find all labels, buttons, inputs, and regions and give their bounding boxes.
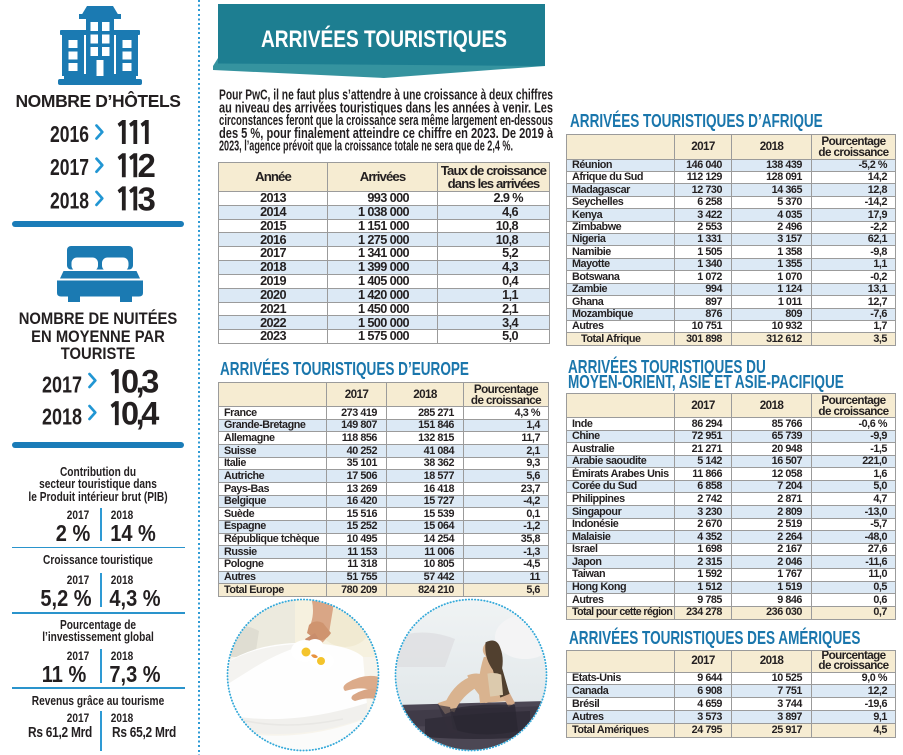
svg-text:2023, l’agence prévoit que la: 2023, l’agence prévoit que la croissance… (219, 139, 513, 155)
svg-text:0,4: 0,4 (121, 396, 159, 432)
svg-text:2017: 2017 (50, 154, 89, 180)
svg-text:des 5 %, pour finalement attei: des 5 %, pour finalement atteindre ce ch… (219, 126, 554, 142)
svg-text:3: 3 (138, 180, 156, 217)
svg-text:2: 2 (138, 147, 156, 184)
svg-text:au niveau des arrivées tourist: au niveau des arrivées touristiques dans… (219, 100, 553, 116)
svg-text:0,3: 0,3 (121, 364, 158, 400)
svg-text:2018: 2018 (50, 187, 89, 213)
svg-text:circonstances feront que la cr: circonstances feront que la croissance s… (219, 113, 553, 129)
svg-text:Pour PwC, il ne faut plus s’at: Pour PwC, il ne faut plus s’attendre à u… (219, 88, 553, 104)
svg-text:2017: 2017 (42, 372, 82, 398)
svg-text:2018: 2018 (42, 404, 82, 430)
svg-text:ARRIVÉES TOURISTIQUES: ARRIVÉES TOURISTIQUES (261, 25, 507, 53)
svg-text:2016: 2016 (50, 121, 89, 147)
